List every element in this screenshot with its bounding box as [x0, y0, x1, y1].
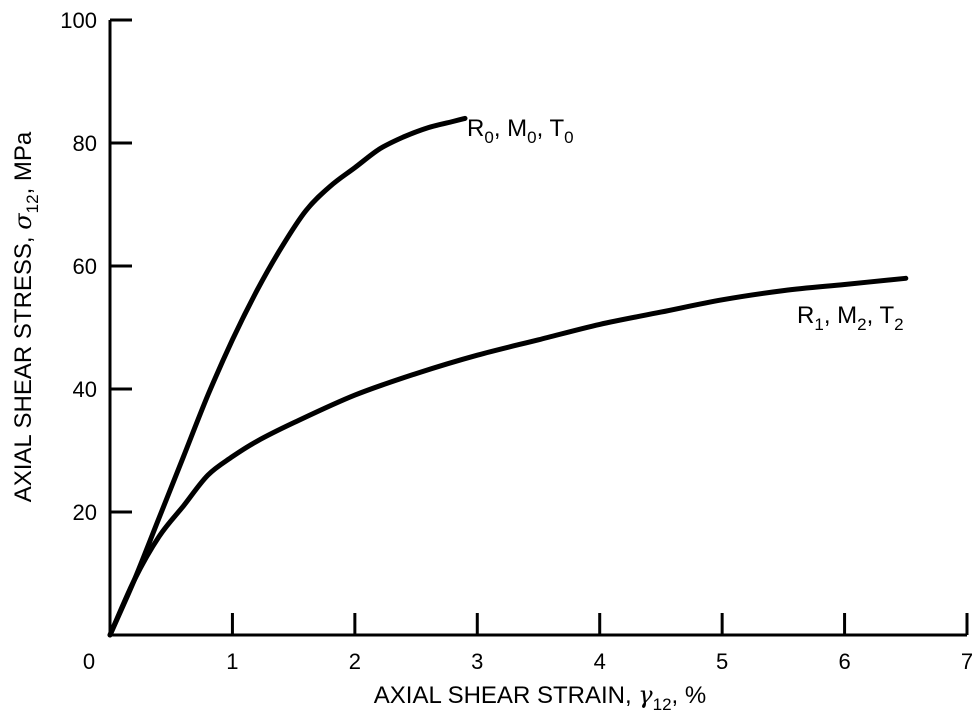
series-label-subscript: 0	[484, 128, 493, 147]
x-tick-label: 1	[226, 649, 238, 674]
series-label-subscript: 0	[564, 128, 573, 147]
x-tick-label: 2	[349, 649, 361, 674]
x-axis-title-subscript: 12	[653, 695, 672, 714]
y-axis-title-subscript: 12	[23, 194, 42, 213]
x-tick-label: 5	[716, 649, 728, 674]
series-label-subscript: 1	[814, 315, 823, 334]
y-tick-label: 80	[73, 131, 97, 156]
y-tick-label: 60	[73, 254, 97, 279]
y-axis-title-symbol: σ	[9, 213, 37, 230]
x-axis-title-symbol: γ	[638, 681, 653, 709]
series-label-0: R0, M0, T0	[467, 115, 574, 147]
series-line-1	[107, 275, 909, 638]
series-label-subscript: 0	[527, 128, 536, 147]
x-axis-title: AXIAL SHEAR STRAIN, γ12, %	[374, 681, 706, 714]
y-axis-title-suffix: , MPa	[10, 131, 37, 194]
series-label-text: R	[797, 302, 814, 329]
y-tick-label: 100	[60, 8, 97, 33]
y-ticks: 20 40 60 80 100	[60, 8, 132, 525]
series-line-0	[107, 115, 468, 638]
series-label-1: R1, M2, T2	[797, 302, 904, 334]
y-axis-title-main: AXIAL SHEAR STRESS,	[10, 230, 37, 503]
series-label-text: , M	[824, 302, 857, 329]
series-label-subscript: 2	[857, 315, 866, 334]
y-axis-title: AXIAL SHEAR STRESS, σ12, MPa	[9, 131, 42, 502]
x-tick-label: 0	[83, 649, 95, 674]
series-label-text: R	[467, 115, 484, 142]
series-label-text: , T	[537, 115, 565, 142]
x-axis-title-suffix: , %	[672, 682, 707, 709]
x-tick-label: 7	[961, 649, 973, 674]
x-tick-label: 6	[838, 649, 850, 674]
x-ticks: 0 1 2 3 4 5 6 7	[83, 613, 973, 674]
y-tick-label: 40	[73, 377, 97, 402]
x-tick-label: 4	[594, 649, 606, 674]
series-label-text: , M	[494, 115, 527, 142]
series-label-text: , T	[867, 302, 895, 329]
x-tick-label: 3	[471, 649, 483, 674]
x-axis-title-main: AXIAL SHEAR STRAIN,	[374, 682, 639, 709]
series-label-subscript: 2	[894, 315, 903, 334]
y-tick-label: 20	[73, 500, 97, 525]
